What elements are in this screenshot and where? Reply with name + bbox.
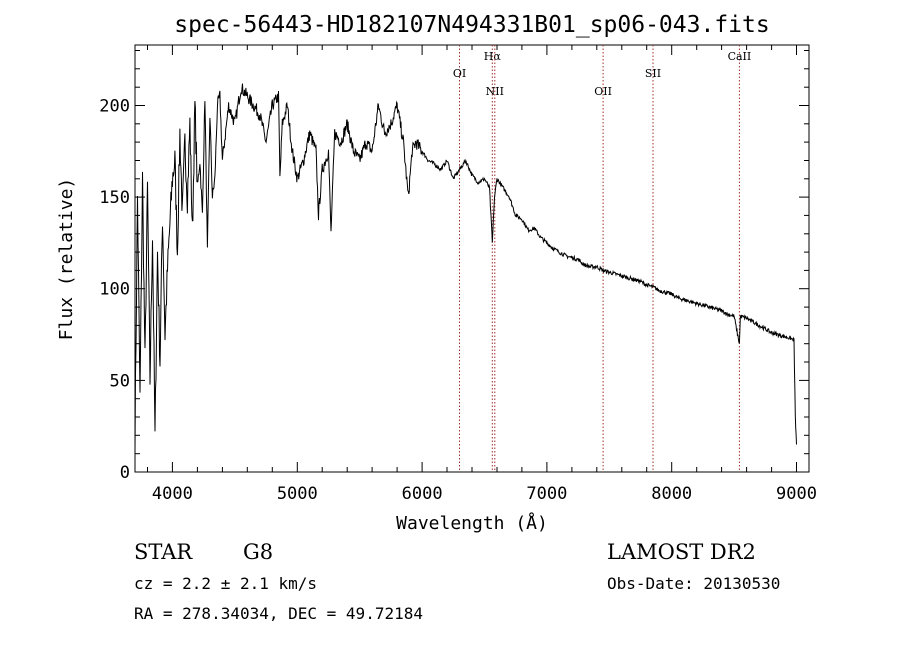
x-tick-label: 4000 <box>152 484 193 504</box>
x-axis-label: Wavelength (Å) <box>396 512 548 534</box>
line-label: SII <box>645 67 661 80</box>
x-tick-label: 7000 <box>526 484 567 504</box>
line-label: Hα <box>484 50 502 63</box>
x-tick-label: 9000 <box>776 484 817 504</box>
x-tick-label: 5000 <box>277 484 318 504</box>
y-tick-label: 50 <box>110 371 130 391</box>
chart-title: spec-56443-HD182107N494331B01_sp06-043.f… <box>174 12 769 38</box>
line-label: CaII <box>728 50 752 63</box>
y-tick-label: 200 <box>99 97 130 117</box>
y-tick-label: 100 <box>99 280 130 300</box>
line-label: OII <box>594 85 612 98</box>
spectral-subclass: G8 <box>243 540 274 564</box>
redshift-cz: cz = 2.2 ± 2.1 km/s <box>134 574 318 593</box>
line-label: NII <box>486 85 504 98</box>
y-tick-label: 0 <box>120 463 130 483</box>
ra-dec-coordinates: RA = 278.34034, DEC = 49.72184 <box>134 604 423 623</box>
x-tick-label: 8000 <box>651 484 692 504</box>
plot-frame <box>134 44 810 473</box>
survey-name: LAMOST DR2 <box>607 540 756 564</box>
line-label: OI <box>453 67 466 80</box>
spectral-line-markers: OI Hα NII OII SII CaII <box>453 45 751 472</box>
axis-tick-labels: 4000 5000 6000 7000 8000 9000 0 50 100 150 200 <box>99 97 817 505</box>
spectrum-line <box>134 83 797 452</box>
observation-date: Obs-Date: 20130530 <box>607 574 781 593</box>
y-tick-label: 150 <box>99 188 130 208</box>
x-tick-label: 6000 <box>402 484 443 504</box>
y-axis-label: Flux (relative) <box>56 178 77 341</box>
axis-ticks <box>135 45 809 473</box>
object-type: STAR <box>134 540 193 564</box>
